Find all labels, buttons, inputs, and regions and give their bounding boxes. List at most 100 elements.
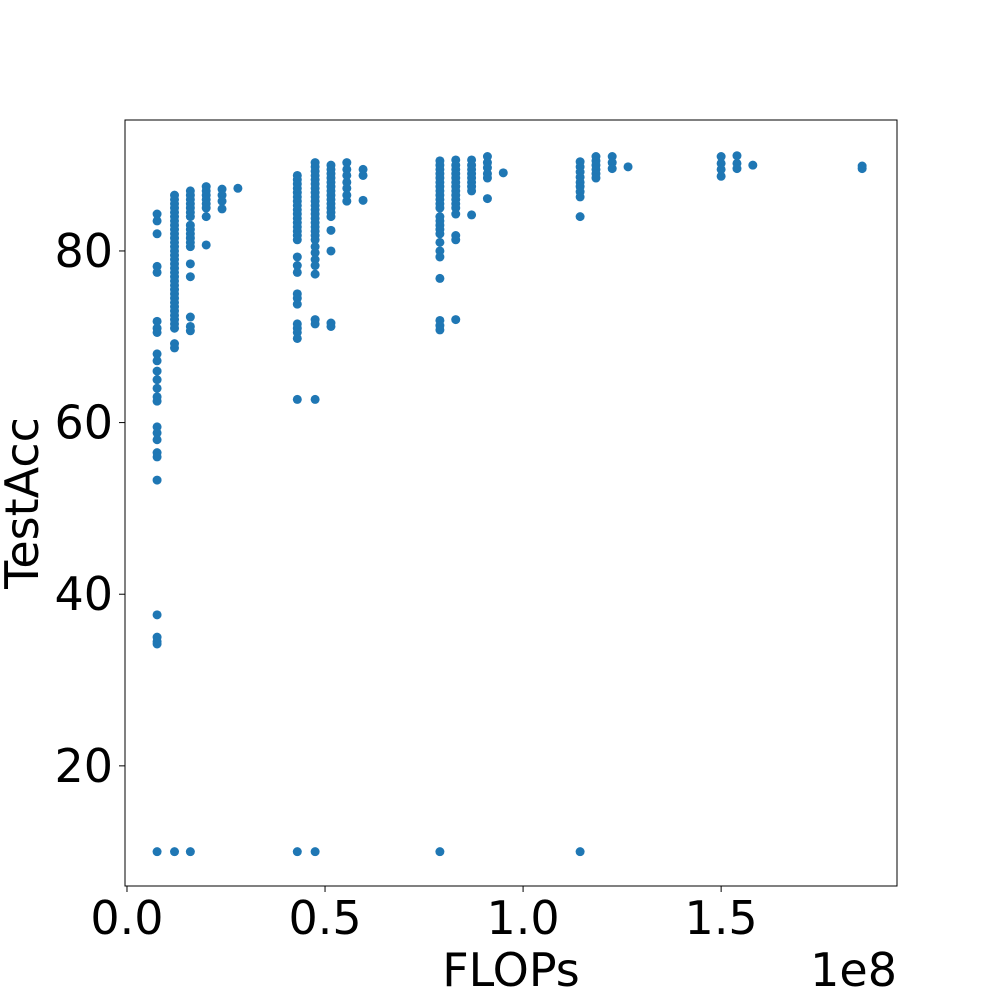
point (482, 194, 492, 204)
point (310, 235, 320, 245)
point (716, 152, 726, 162)
point (748, 160, 758, 170)
point (152, 396, 162, 406)
point (152, 375, 162, 385)
point (217, 196, 227, 206)
point (152, 216, 162, 226)
point (310, 394, 320, 404)
point (185, 242, 195, 252)
point (716, 164, 726, 174)
point (575, 847, 585, 857)
point (435, 237, 445, 247)
point (326, 246, 336, 256)
point (732, 151, 742, 161)
point (342, 170, 352, 180)
point (310, 319, 320, 329)
point (292, 847, 302, 857)
point (152, 229, 162, 239)
point (326, 321, 336, 331)
x-offset-label: 1e8 (810, 943, 897, 997)
point (152, 639, 162, 649)
point (716, 171, 726, 181)
point (292, 252, 302, 262)
point (201, 240, 211, 250)
point (435, 252, 445, 262)
point (152, 356, 162, 366)
point (152, 452, 162, 462)
point (467, 186, 477, 196)
y-tick-label: 60 (54, 396, 113, 450)
point (152, 847, 162, 857)
point (342, 158, 352, 168)
point (451, 235, 461, 245)
point (435, 229, 445, 239)
point (233, 183, 243, 193)
point (607, 164, 617, 174)
point (435, 847, 445, 857)
point (435, 273, 445, 283)
point (857, 164, 867, 174)
point (326, 212, 336, 222)
point (170, 847, 180, 857)
point (342, 183, 352, 193)
point (152, 435, 162, 445)
x-tick-label: 1.0 (487, 891, 560, 945)
point (152, 349, 162, 359)
point (591, 173, 601, 183)
point (451, 209, 461, 219)
point (201, 212, 211, 222)
point (170, 323, 180, 333)
point (435, 203, 445, 213)
point (310, 269, 320, 279)
point (575, 212, 585, 222)
y-tick-label: 80 (54, 224, 113, 278)
point (467, 210, 477, 220)
point (152, 610, 162, 620)
point (292, 267, 302, 277)
point (152, 475, 162, 485)
point (575, 192, 585, 202)
point (732, 164, 742, 174)
y-axis-label: TestAcc (0, 417, 49, 590)
point (358, 170, 368, 180)
point (292, 235, 302, 245)
point (435, 325, 445, 335)
point (451, 315, 461, 325)
point (310, 261, 320, 271)
x-tick-label: 0.5 (288, 891, 361, 945)
point (623, 162, 633, 172)
x-axis-label: FLOPs (442, 943, 580, 997)
point (310, 847, 320, 857)
point (292, 299, 302, 309)
point (217, 204, 227, 214)
point (185, 212, 195, 222)
point (185, 259, 195, 269)
point (185, 272, 195, 282)
y-tick-label: 20 (54, 739, 113, 793)
point (152, 327, 162, 337)
x-tick-label: 0.0 (90, 891, 163, 945)
x-tick-label: 1.5 (685, 891, 758, 945)
point (152, 383, 162, 393)
point (310, 248, 320, 258)
y-tick-label: 40 (54, 567, 113, 621)
point (185, 312, 195, 322)
point (498, 168, 508, 178)
point (292, 333, 302, 343)
point (342, 196, 352, 206)
point (152, 428, 162, 438)
point (292, 261, 302, 271)
point (201, 203, 211, 213)
point (152, 366, 162, 376)
point (326, 225, 336, 235)
point (170, 343, 180, 353)
point (185, 847, 195, 857)
point (152, 209, 162, 219)
point (185, 326, 195, 336)
plot-frame (124, 119, 898, 887)
point (152, 316, 162, 326)
point (482, 173, 492, 183)
point (358, 195, 368, 205)
point (292, 394, 302, 404)
